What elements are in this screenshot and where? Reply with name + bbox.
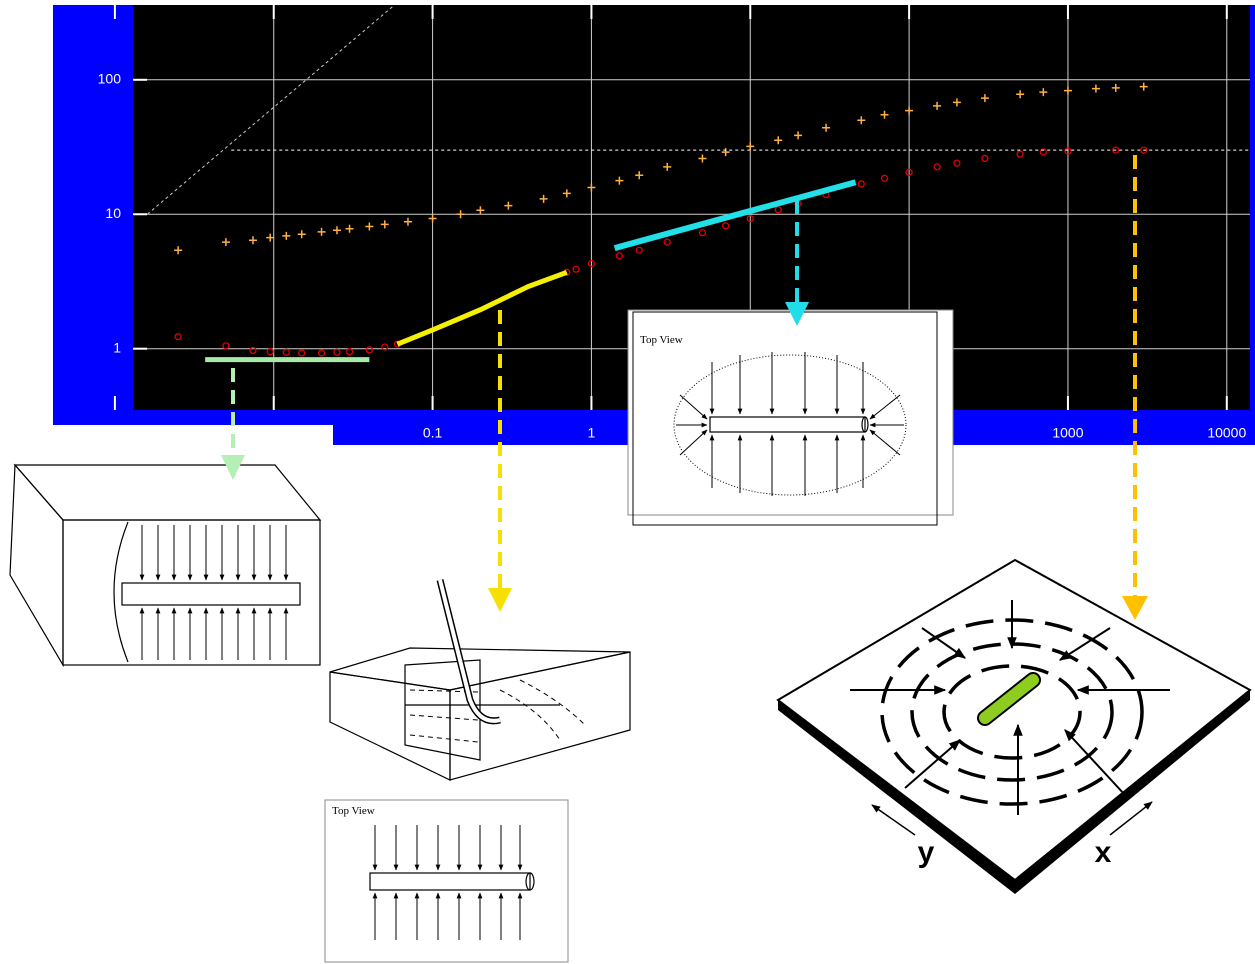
boundary-plate: y x xyxy=(776,558,1252,894)
data-point xyxy=(345,348,354,356)
data-point xyxy=(1140,146,1148,154)
data-point xyxy=(282,231,291,240)
data-point xyxy=(746,214,754,223)
data-point xyxy=(317,227,326,236)
data-point xyxy=(403,217,412,226)
data-point xyxy=(298,349,306,357)
data-point xyxy=(365,346,374,354)
regime-arrows xyxy=(221,155,1148,620)
data-point xyxy=(1112,146,1120,154)
data-point xyxy=(1111,83,1120,92)
data-point xyxy=(317,349,326,357)
data-point xyxy=(282,348,290,356)
data-point xyxy=(266,233,275,242)
data-point xyxy=(380,220,389,229)
data-point xyxy=(905,106,914,115)
data-point xyxy=(1064,147,1072,155)
data-point xyxy=(332,226,341,235)
data-point xyxy=(822,123,831,132)
data-point xyxy=(1016,90,1025,99)
data-point xyxy=(952,98,961,107)
data-point xyxy=(1091,84,1100,93)
x-tick-label: 1 xyxy=(588,425,596,441)
data-point xyxy=(266,348,274,356)
data-point xyxy=(297,230,306,239)
data-point xyxy=(721,148,730,157)
data-point xyxy=(222,342,230,350)
data-point xyxy=(562,189,571,198)
y-tick-label: 10 xyxy=(105,205,121,221)
data-point xyxy=(587,259,596,268)
data-point xyxy=(615,176,624,185)
data-point xyxy=(880,110,889,119)
data-point xyxy=(857,116,866,125)
data-point xyxy=(428,214,437,223)
data-point xyxy=(698,228,707,237)
data-point xyxy=(981,154,989,163)
data-point xyxy=(794,131,803,140)
axis-label: y xyxy=(918,836,935,869)
data-point xyxy=(572,265,580,273)
data-point xyxy=(1016,150,1024,158)
data-point xyxy=(587,183,596,192)
data-point xyxy=(857,180,865,188)
data-point xyxy=(1039,148,1047,156)
linear-top-view: Top View xyxy=(324,799,569,963)
bilinear-flow-block xyxy=(329,579,631,781)
data-point xyxy=(174,332,182,341)
data-point xyxy=(1139,82,1148,91)
data-point xyxy=(539,194,548,203)
data-point xyxy=(746,142,755,151)
data-point xyxy=(698,154,707,163)
plot-marks xyxy=(147,6,1250,363)
data-point xyxy=(905,168,913,176)
data-point xyxy=(248,236,257,245)
series-line xyxy=(613,179,857,251)
linear-flow-block xyxy=(9,463,322,668)
data-point xyxy=(980,94,989,103)
data-point xyxy=(174,246,183,255)
data-point xyxy=(345,224,354,233)
radial-top-view: Top View xyxy=(627,309,954,526)
data-point xyxy=(635,246,643,254)
data-point xyxy=(249,346,257,355)
data-point xyxy=(1039,88,1048,97)
x-tick-label: 0.1 xyxy=(423,425,443,441)
cover xyxy=(53,425,333,445)
x-tick-label: 10000 xyxy=(1207,425,1246,441)
data-point xyxy=(456,210,465,219)
panel-label: Top View xyxy=(640,334,683,346)
data-point xyxy=(663,238,671,246)
data-point xyxy=(635,171,644,180)
data-point xyxy=(504,201,513,210)
series-line xyxy=(396,269,568,347)
data-point xyxy=(774,136,783,145)
data-point xyxy=(880,174,889,182)
data-point xyxy=(933,101,942,110)
x-tick-label: 1000 xyxy=(1052,425,1083,441)
y-tick-label: 1 xyxy=(113,339,121,355)
data-point xyxy=(933,163,941,171)
data-point xyxy=(365,222,374,231)
data-point xyxy=(774,206,782,214)
data-point xyxy=(476,206,485,215)
data-point xyxy=(615,252,624,260)
axis-label: x xyxy=(1095,836,1112,869)
data-point xyxy=(333,348,341,356)
panel-label: Top View xyxy=(332,805,375,817)
data-point xyxy=(953,159,961,167)
data-point xyxy=(221,238,230,247)
y-tick-label: 100 xyxy=(98,70,122,86)
data-point xyxy=(722,222,730,230)
data-point xyxy=(1063,86,1072,95)
data-point xyxy=(381,343,389,351)
data-point xyxy=(663,162,672,171)
